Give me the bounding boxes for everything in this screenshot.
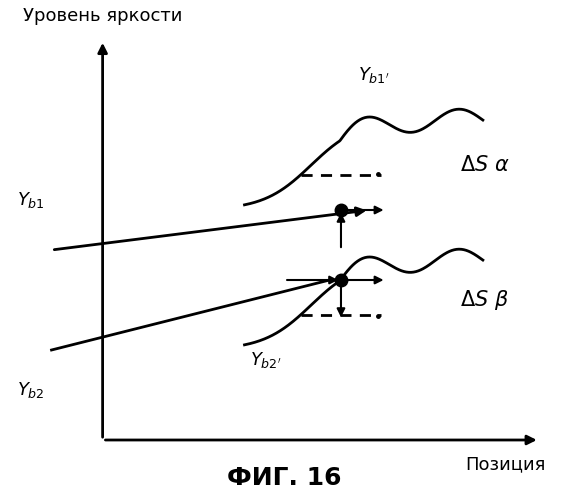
- Text: ФИГ. 16: ФИГ. 16: [227, 466, 341, 490]
- Text: $Y_{b1'}$: $Y_{b1'}$: [358, 65, 390, 85]
- Text: Уровень яркости: Уровень яркости: [23, 7, 182, 25]
- Text: Позиция: Позиция: [465, 455, 545, 473]
- Text: $\Delta S\ \alpha$: $\Delta S\ \alpha$: [460, 155, 510, 175]
- Text: $Y_{b1}$: $Y_{b1}$: [18, 190, 45, 210]
- Text: $Y_{b2'}$: $Y_{b2'}$: [250, 350, 282, 370]
- Text: $\Delta S\ \beta$: $\Delta S\ \beta$: [460, 288, 509, 312]
- Text: $Y_{b2}$: $Y_{b2}$: [18, 380, 45, 400]
